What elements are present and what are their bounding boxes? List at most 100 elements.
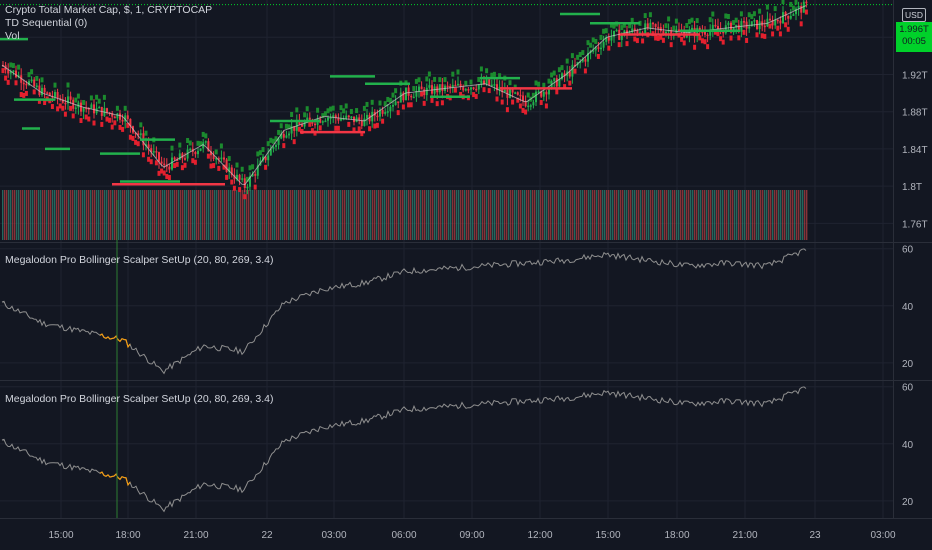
volume-bar	[754, 190, 756, 240]
candle-body	[613, 30, 615, 37]
td-marker-up	[622, 22, 626, 28]
volume-bar	[796, 190, 798, 240]
td-marker-up	[378, 100, 382, 106]
volume-bar	[122, 190, 124, 240]
candle-body	[277, 138, 280, 146]
indicator-1-title[interactable]: Megalodon Pro Bollinger Scalper SetUp (2…	[5, 254, 274, 266]
candle-body	[498, 86, 501, 91]
td-marker-down	[505, 107, 509, 113]
volume-legend[interactable]: Vol	[5, 30, 20, 42]
candle-body	[210, 151, 212, 156]
candle-body	[620, 34, 623, 40]
volume-bar	[132, 190, 134, 240]
candle-body	[555, 78, 558, 87]
volume-bar	[320, 190, 322, 240]
td-marker-up	[765, 4, 769, 10]
candle-body	[93, 104, 95, 114]
volume-bar	[38, 190, 40, 240]
candle-body	[129, 118, 132, 127]
candle-body	[467, 89, 470, 91]
volume-bar	[194, 190, 196, 240]
td-marker-up	[630, 17, 634, 23]
symbol-legend[interactable]: Crypto Total Market Cap, $, 1, CRYPTOCAP	[5, 4, 213, 16]
price-tick-label: 1.84T	[902, 145, 928, 156]
td-marker-down	[165, 174, 169, 180]
candle-body	[238, 174, 241, 180]
candle-body	[750, 21, 753, 27]
td-marker-up	[139, 122, 143, 128]
td-marker-down	[760, 33, 764, 39]
td-marker-up	[74, 97, 78, 103]
volume-bar	[662, 190, 664, 240]
candle-body	[618, 29, 621, 40]
candle-body	[22, 82, 25, 85]
volume-bar	[392, 190, 394, 240]
volume-bar	[414, 190, 416, 240]
volume-bar	[66, 190, 68, 240]
candle-body	[654, 23, 657, 27]
td-marker-down	[555, 89, 559, 95]
volume-bar	[90, 190, 92, 240]
volume-bar	[504, 190, 506, 240]
td-marker-down	[113, 120, 117, 126]
volume-bar	[428, 190, 430, 240]
td-marker-down	[521, 107, 525, 113]
volume-bar	[652, 190, 654, 240]
candle-body	[74, 107, 77, 110]
price-tick-label: 20	[902, 359, 914, 370]
candle-body	[64, 102, 67, 105]
candle-body	[472, 87, 475, 89]
volume-bar	[508, 190, 510, 240]
candle-body	[139, 133, 142, 136]
candle-body	[392, 104, 394, 107]
td-marker-up	[97, 98, 101, 104]
volume-bar	[304, 190, 306, 240]
volume-bar	[388, 190, 390, 240]
volume-bar	[718, 190, 720, 240]
td-marker-up	[570, 53, 574, 59]
indicator-2-title[interactable]: Megalodon Pro Bollinger Scalper SetUp (2…	[5, 393, 274, 405]
td-marker-down	[755, 32, 759, 38]
average-line	[1, 5, 807, 186]
currency-button[interactable]: USD	[902, 8, 926, 22]
td-marker-up	[513, 84, 517, 90]
candle-body	[121, 119, 124, 122]
td-marker-down	[225, 174, 229, 180]
candle-body	[405, 87, 407, 101]
volume-bar	[666, 190, 668, 240]
td-marker-up	[550, 72, 554, 78]
volume-bar	[618, 190, 620, 240]
td-marker-up	[279, 123, 283, 129]
td-marker-down	[121, 126, 125, 132]
volume-bar	[404, 190, 406, 240]
td-marker-up	[485, 68, 489, 74]
volume-bar	[264, 190, 266, 240]
volume-bar	[730, 190, 732, 240]
td-sequential-legend[interactable]: TD Sequential (0)	[5, 17, 88, 29]
volume-bar	[430, 190, 432, 240]
td-marker-up	[565, 58, 569, 64]
volume-bar	[22, 190, 24, 240]
td-marker-up	[303, 112, 307, 118]
volume-bar	[330, 190, 332, 240]
volume-bar	[588, 190, 590, 240]
candle-body	[446, 85, 449, 88]
volume-bar	[774, 190, 776, 240]
time-tick-label: 21:00	[732, 530, 757, 541]
td-marker-down	[50, 104, 54, 110]
td-marker-up	[349, 108, 353, 114]
td-marker-down	[126, 122, 130, 128]
td-marker-up	[227, 156, 231, 162]
volume-bar	[374, 190, 376, 240]
volume-bar	[284, 190, 286, 240]
candle-body	[194, 151, 197, 155]
volume-bar	[84, 190, 86, 240]
volume-bar	[478, 190, 480, 240]
volume-bar	[462, 190, 464, 240]
volume-bar	[448, 190, 450, 240]
td-marker-up	[248, 165, 252, 171]
candle-body	[758, 21, 761, 30]
candle-body	[67, 96, 69, 104]
price-tick-label: 20	[902, 497, 914, 508]
